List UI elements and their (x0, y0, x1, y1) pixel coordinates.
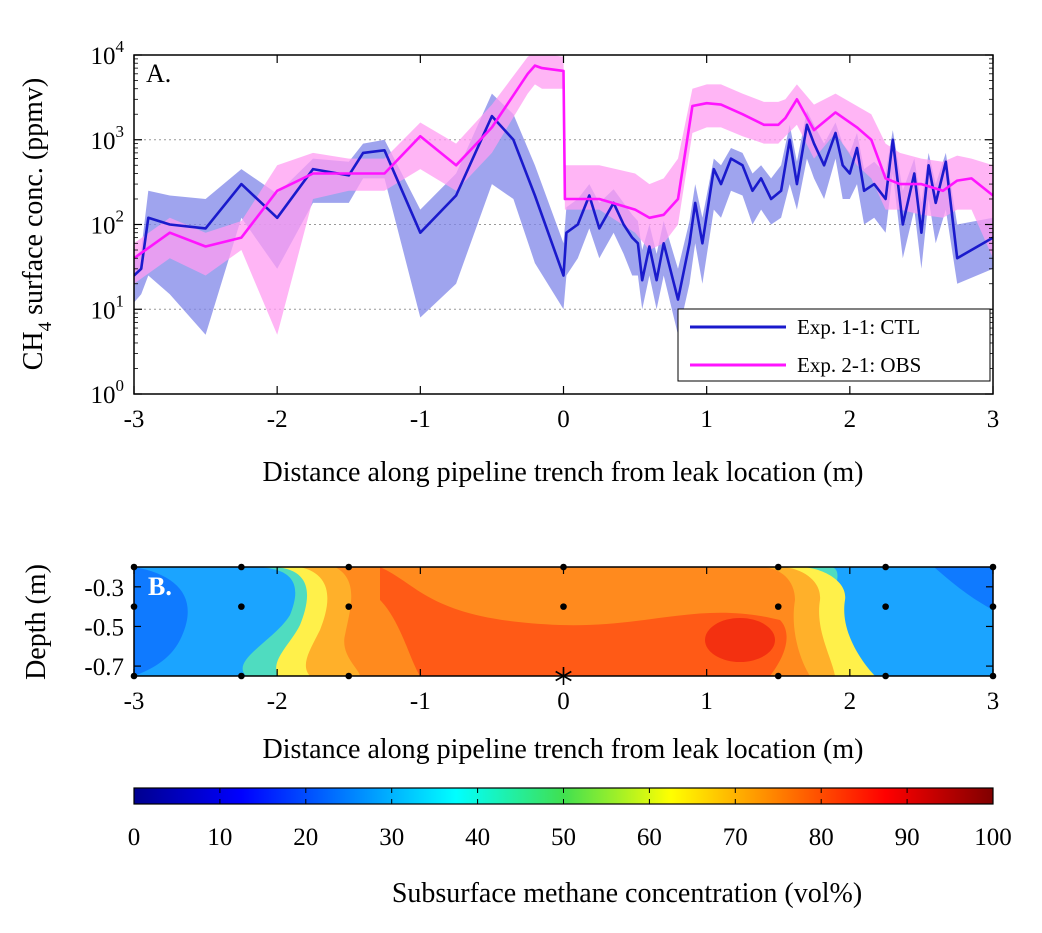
colorbar-tick-label: 30 (379, 824, 404, 851)
series-line-ctl (134, 114, 993, 301)
colorbar: 0 10 20 30 40 50 60 70 80 90 100 Subsurface methan… (128, 787, 1012, 909)
panel-label-a: A. (146, 59, 171, 88)
sensor-point (345, 603, 353, 610)
y-axis-label-a: CH4 surface conc. (ppmv) (18, 78, 56, 371)
x-tick-label: 3 (987, 688, 1000, 715)
sensor-point (774, 563, 782, 571)
axis-ticks-b: -3 -2 -1 0 1 2 3 -0.3 -0.5 -0.7 (84, 567, 999, 715)
colorbar-tick-label: 40 (465, 824, 490, 851)
y-tick-label: 101 (91, 291, 125, 324)
colorbar-tick-label: 60 (637, 824, 662, 851)
sensor-point (774, 603, 782, 610)
y-tick-label: -0.5 (84, 614, 124, 641)
sensor-point (989, 603, 997, 610)
y-tick-label: -0.7 (84, 654, 124, 681)
x-tick-label: 0 (557, 406, 570, 433)
sensor-point (238, 672, 245, 680)
series-lines (134, 64, 993, 301)
panel-a-chart: 100 101 102 103 104 -3 -2 -1 0 1 2 3 A. Exp. 1-1: C… (18, 37, 999, 488)
x-axis-label-a: Distance along pipeline trench from leak… (262, 457, 863, 488)
sensor-point (345, 672, 353, 680)
colorbar-tick-label: 50 (551, 824, 576, 851)
legend: Exp. 1-1: CTL Exp. 2-1: OBS (677, 308, 991, 382)
y-tick-label: 104 (91, 37, 125, 70)
x-tick-label: 3 (987, 406, 1000, 433)
x-tick-label: -3 (124, 688, 145, 715)
legend-box (677, 308, 991, 382)
colorbar-tick-label: 100 (974, 824, 1012, 851)
sensor-point (238, 563, 245, 571)
x-axis-label-b: Distance along pipeline trench from leak… (262, 734, 863, 765)
colorbar-tick-label: 80 (809, 824, 834, 851)
sensor-point (345, 563, 353, 571)
colorbar-tick-label: 70 (723, 824, 748, 851)
x-tick-label: -1 (410, 406, 431, 433)
x-tick-label: 0 (557, 688, 570, 715)
series-line-obs (134, 64, 993, 260)
x-tick-label: 1 (700, 688, 713, 715)
colorbar-tick-label: 0 (128, 824, 141, 851)
x-tick-label: -1 (410, 688, 431, 715)
legend-label-ctl: Exp. 1-1: CTL (797, 315, 920, 339)
sensor-point (130, 603, 138, 610)
y-tick-label: 102 (91, 207, 125, 240)
sensor-point (882, 603, 889, 610)
axis-ticks-a: 100 101 102 103 104 -3 -2 -1 0 1 2 3 (91, 37, 1000, 433)
x-tick-label: 2 (844, 406, 857, 433)
y-tick-label: 103 (91, 122, 125, 155)
x-tick-label: -2 (267, 406, 288, 433)
y-axis-label-b: Depth (m) (21, 564, 52, 680)
x-tick-label: 1 (700, 406, 713, 433)
sensor-point (238, 603, 245, 610)
heatmap-field (134, 567, 993, 676)
y-tick-label: 100 (91, 376, 125, 409)
x-tick-label: -3 (124, 406, 145, 433)
sensor-point (882, 672, 889, 680)
colorbar-tick-label: 10 (207, 824, 232, 851)
sensor-point (560, 603, 567, 610)
sensor-point (774, 672, 782, 680)
x-tick-label: -2 (267, 688, 288, 715)
colorbar-label: Subsurface methane concentration (vol%) (392, 878, 862, 909)
y-tick-label: -0.3 (84, 575, 124, 602)
panel-label-b: B. (148, 572, 172, 601)
x-tick-label: 2 (844, 688, 857, 715)
panel-b-heatmap: -3 -2 -1 0 1 2 3 -0.3 -0.5 -0.7 B. Distance along… (21, 563, 999, 765)
colorbar-tick-label: 20 (293, 824, 318, 851)
colorbar-ticks: 0 10 20 30 40 50 60 70 80 90 100 (128, 788, 1012, 851)
sensor-point (882, 563, 889, 571)
legend-label-obs: Exp. 2-1: OBS (797, 353, 921, 377)
colorbar-tick-label: 90 (895, 824, 920, 851)
